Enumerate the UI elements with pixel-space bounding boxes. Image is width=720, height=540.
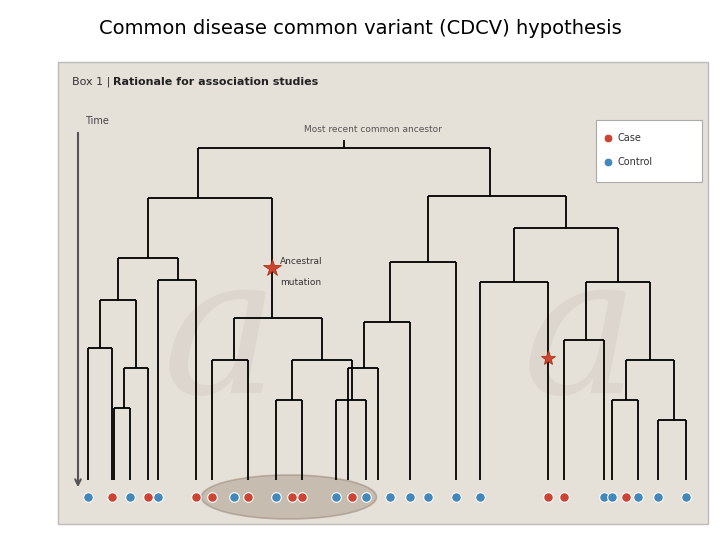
Text: Box 1 |: Box 1 |	[72, 77, 114, 87]
Point	[404, 492, 415, 501]
FancyBboxPatch shape	[596, 120, 702, 182]
Point	[620, 492, 631, 501]
Point	[606, 492, 618, 501]
Text: Most recent common ancestor: Most recent common ancestor	[304, 125, 442, 134]
Text: Control: Control	[618, 157, 653, 167]
Point	[602, 158, 613, 166]
Text: a: a	[522, 246, 638, 435]
Point	[270, 492, 282, 501]
Point	[558, 492, 570, 501]
Point	[287, 492, 298, 501]
Point	[346, 492, 358, 501]
Point	[652, 492, 664, 501]
Point	[228, 492, 240, 501]
Point	[422, 492, 433, 501]
Point	[143, 492, 154, 501]
Point	[107, 492, 118, 501]
Point	[680, 492, 692, 501]
Text: a: a	[162, 246, 278, 435]
Text: mutation: mutation	[280, 278, 321, 287]
Point	[602, 134, 613, 143]
Point	[450, 492, 462, 501]
FancyBboxPatch shape	[58, 62, 708, 524]
Point	[360, 492, 372, 501]
Point	[474, 492, 486, 501]
Point	[206, 492, 217, 501]
Point	[598, 492, 610, 501]
Point	[632, 492, 644, 501]
Text: Rationale for association studies: Rationale for association studies	[113, 77, 318, 87]
Point	[542, 492, 554, 501]
Point	[190, 492, 202, 501]
Point	[242, 492, 253, 501]
Text: Ancestral: Ancestral	[280, 257, 323, 266]
Ellipse shape	[202, 475, 377, 519]
Point	[296, 492, 307, 501]
Point	[125, 492, 136, 501]
Point	[384, 492, 396, 501]
Point	[82, 492, 94, 501]
Text: Case: Case	[618, 133, 642, 143]
Text: Time: Time	[85, 116, 109, 126]
Text: Common disease common variant (CDCV) hypothesis: Common disease common variant (CDCV) hyp…	[99, 18, 621, 37]
Point	[152, 492, 163, 501]
Point	[330, 492, 342, 501]
